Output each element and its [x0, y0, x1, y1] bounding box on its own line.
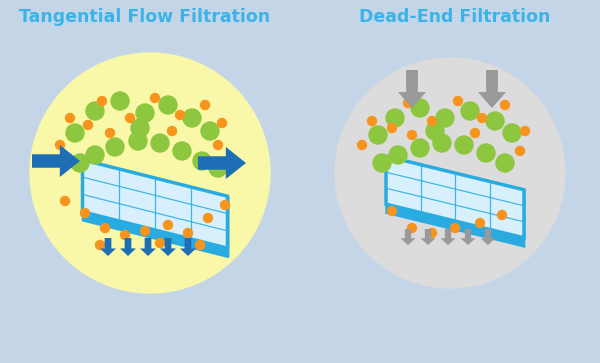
Circle shape — [470, 129, 479, 138]
Circle shape — [221, 200, 229, 209]
Circle shape — [80, 208, 89, 217]
Circle shape — [486, 112, 504, 130]
Circle shape — [196, 241, 205, 249]
Circle shape — [140, 227, 149, 236]
Polygon shape — [198, 147, 246, 179]
Polygon shape — [461, 229, 476, 245]
Circle shape — [407, 224, 416, 232]
Circle shape — [131, 119, 149, 137]
Polygon shape — [440, 229, 455, 245]
Polygon shape — [160, 238, 176, 256]
Circle shape — [500, 101, 509, 110]
Circle shape — [106, 138, 124, 156]
Circle shape — [155, 238, 164, 248]
Circle shape — [358, 140, 367, 150]
Circle shape — [427, 117, 437, 126]
Circle shape — [193, 152, 211, 170]
Circle shape — [503, 124, 521, 142]
Polygon shape — [83, 212, 227, 257]
Circle shape — [61, 196, 70, 205]
Circle shape — [369, 126, 387, 144]
Polygon shape — [398, 70, 426, 108]
Circle shape — [388, 207, 397, 216]
Text: Tangential Flow Filtration: Tangential Flow Filtration — [19, 8, 271, 26]
Circle shape — [209, 159, 227, 177]
Circle shape — [389, 146, 407, 164]
Circle shape — [477, 144, 495, 162]
Circle shape — [373, 154, 391, 172]
Polygon shape — [386, 156, 524, 238]
Polygon shape — [401, 229, 415, 245]
Circle shape — [151, 94, 160, 102]
Circle shape — [65, 114, 74, 122]
Polygon shape — [386, 204, 524, 247]
Circle shape — [461, 102, 479, 120]
Circle shape — [426, 122, 444, 140]
Circle shape — [218, 118, 227, 127]
Circle shape — [201, 122, 219, 140]
Circle shape — [86, 146, 104, 164]
Polygon shape — [140, 238, 156, 256]
Circle shape — [183, 109, 201, 127]
Circle shape — [167, 126, 176, 135]
Circle shape — [83, 121, 92, 130]
Circle shape — [106, 129, 115, 138]
Circle shape — [173, 142, 191, 160]
Circle shape — [436, 109, 454, 127]
Circle shape — [454, 97, 463, 106]
Circle shape — [478, 114, 487, 122]
Polygon shape — [100, 238, 116, 256]
Circle shape — [56, 140, 65, 150]
Circle shape — [203, 213, 212, 223]
Circle shape — [176, 110, 185, 119]
Polygon shape — [120, 238, 136, 256]
Circle shape — [101, 224, 110, 232]
Polygon shape — [83, 160, 227, 248]
Circle shape — [433, 134, 451, 152]
Circle shape — [163, 220, 173, 229]
Circle shape — [367, 117, 377, 126]
Circle shape — [136, 104, 154, 122]
Circle shape — [86, 102, 104, 120]
Polygon shape — [481, 229, 496, 245]
Circle shape — [95, 241, 104, 249]
Circle shape — [214, 140, 223, 150]
Circle shape — [386, 109, 404, 127]
Circle shape — [121, 231, 130, 240]
Circle shape — [159, 96, 177, 114]
Polygon shape — [180, 238, 196, 256]
Circle shape — [184, 228, 193, 237]
Circle shape — [66, 124, 84, 142]
Circle shape — [71, 154, 89, 172]
Circle shape — [411, 99, 429, 117]
Circle shape — [404, 98, 413, 107]
Circle shape — [97, 97, 107, 106]
Circle shape — [30, 53, 270, 293]
Circle shape — [407, 131, 416, 139]
Circle shape — [515, 147, 524, 155]
Circle shape — [388, 123, 397, 132]
Circle shape — [497, 211, 506, 220]
Circle shape — [521, 126, 530, 135]
Polygon shape — [32, 145, 80, 177]
Circle shape — [455, 136, 473, 154]
Circle shape — [129, 132, 147, 150]
Circle shape — [427, 228, 437, 237]
Circle shape — [125, 114, 134, 122]
Circle shape — [496, 154, 514, 172]
Polygon shape — [478, 70, 506, 108]
Polygon shape — [421, 229, 436, 245]
Circle shape — [476, 219, 485, 228]
Circle shape — [335, 58, 565, 288]
Circle shape — [200, 101, 209, 110]
Circle shape — [411, 139, 429, 157]
Text: Dead-End Filtration: Dead-End Filtration — [359, 8, 551, 26]
Circle shape — [151, 134, 169, 152]
Circle shape — [111, 92, 129, 110]
Circle shape — [451, 224, 460, 232]
